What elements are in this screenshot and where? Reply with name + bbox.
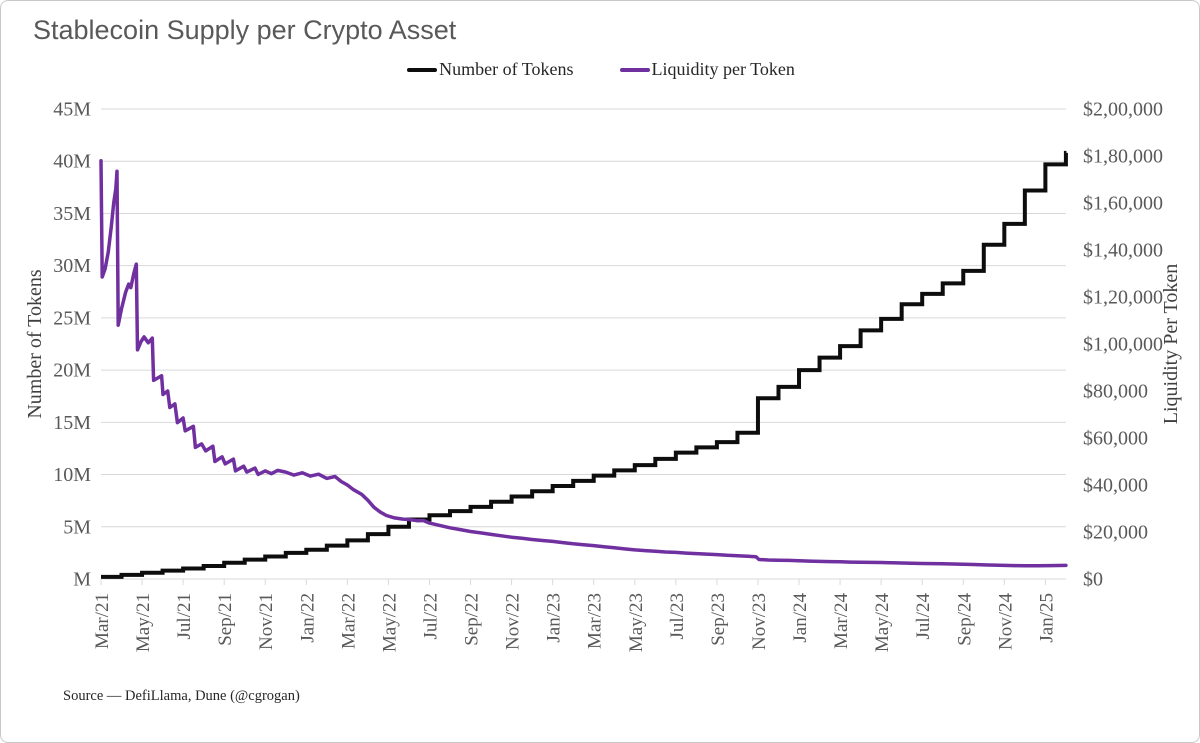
y-axis-tick-label-left: 40M <box>53 151 91 173</box>
x-axis-tick-label: Nov/23 <box>749 593 770 650</box>
x-axis-tick-label: Nov/24 <box>995 593 1016 651</box>
left-axis-title: Number of Tokens <box>24 269 46 419</box>
x-axis-tick-label: May/23 <box>626 593 647 652</box>
y-axis-tick-label-right: $1,60,000 <box>1083 193 1163 215</box>
legend-label: Number of Tokens <box>439 59 574 79</box>
x-axis-tick-label: Jan/23 <box>544 593 565 643</box>
y-axis-tick-label-right: $40,000 <box>1083 475 1148 497</box>
x-axis-tick-label: Mar/21 <box>92 593 113 649</box>
x-axis-tick-label: Mar/23 <box>585 593 606 649</box>
source-note: Source — DefiLlama, Dune (@cgrogan) <box>63 688 300 704</box>
legend: Number of Tokens Liquidity per Token <box>1 59 1199 80</box>
x-axis-tick-label: Jan/22 <box>297 593 318 643</box>
y-axis-tick-label-right: $1,20,000 <box>1083 287 1163 309</box>
x-axis-tick-label: Mar/22 <box>338 593 359 649</box>
y-axis-tick-label-left: 30M <box>53 255 91 277</box>
x-axis-tick-label: Mar/24 <box>831 593 852 649</box>
y-axis-tick-label-left: 5M <box>63 516 91 538</box>
y-axis-tick-label-right: $80,000 <box>1083 381 1148 403</box>
x-axis-tick-label: May/22 <box>379 593 400 652</box>
y-axis-tick-label-left: 35M <box>53 203 91 225</box>
x-axis-tick-label: May/24 <box>872 593 893 653</box>
y-axis-tick-label-right: $1,80,000 <box>1083 146 1163 168</box>
x-axis-tick-label: Nov/22 <box>503 593 524 650</box>
y-axis-tick-label-right: $2,00,000 <box>1083 99 1163 121</box>
x-axis-tick-label: Sep/23 <box>708 593 729 646</box>
y-axis-tick-label-right: $20,000 <box>1083 522 1148 544</box>
x-axis-tick-label: Jul/24 <box>913 593 934 640</box>
x-axis-tick-label: Jul/23 <box>667 593 688 639</box>
y-axis-tick-label-left: M <box>73 569 91 591</box>
series-number-of-tokens <box>101 150 1068 579</box>
liquidity-per-token-line-swatch <box>619 67 650 72</box>
x-axis-tick-label: Jan/25 <box>1036 593 1057 643</box>
x-axis-tick-label: Jan/24 <box>790 593 811 643</box>
y-axis-tick-label-left: 15M <box>53 412 91 434</box>
x-axis-tick-label: May/21 <box>133 593 154 652</box>
y-axis-tick-label-right: $0 <box>1083 569 1103 591</box>
y-axis-tick-label-right: $1,00,000 <box>1083 334 1163 356</box>
x-axis-tick-label: Jul/21 <box>174 593 195 639</box>
chart-title: Stablecoin Supply per Crypto Asset <box>33 15 457 45</box>
series-liquidity-per-token <box>99 158 1068 568</box>
number-of-tokens-line-swatch <box>407 67 438 72</box>
legend-item-number-of-tokens: Number of Tokens <box>407 59 574 80</box>
right-axis-title: Liquidity Per Token <box>1160 264 1182 424</box>
y-axis-tick-label-right: $60,000 <box>1083 428 1148 450</box>
legend-label: Liquidity per Token <box>651 59 795 79</box>
y-axis-tick-label-left: 10M <box>53 464 91 486</box>
x-axis-tick-label: Sep/24 <box>954 593 975 646</box>
y-axis-tick-label-left: 25M <box>53 307 91 329</box>
legend-item-liquidity-per-token: Liquidity per Token <box>619 59 795 80</box>
x-axis-tick-label: Sep/22 <box>462 593 483 646</box>
x-axis-tick-label: Jul/22 <box>420 593 441 639</box>
x-axis-tick-label: Sep/21 <box>215 593 236 646</box>
x-axis-tick-label: Nov/21 <box>256 593 277 650</box>
y-axis-tick-label-left: 45M <box>53 99 91 121</box>
y-axis-tick-label-left: 20M <box>53 360 91 382</box>
y-axis-tick-label-right: $1,40,000 <box>1083 240 1163 262</box>
